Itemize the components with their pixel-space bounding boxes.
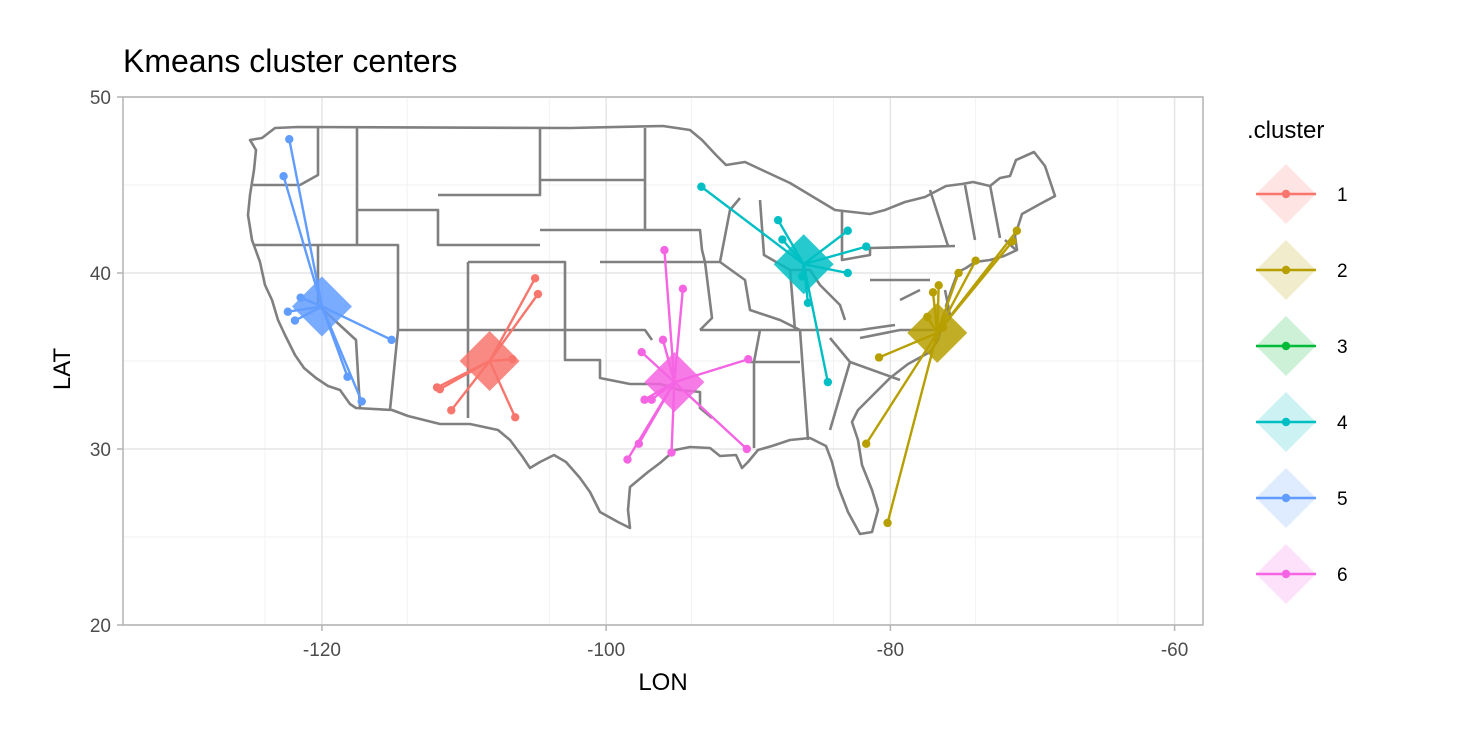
y-axis-label: LAT <box>49 348 76 391</box>
cluster-5-center <box>291 276 352 337</box>
cluster-6-point <box>623 455 632 464</box>
cluster-6-point <box>640 395 649 404</box>
legend-key-point <box>1281 265 1291 275</box>
legend-key-point <box>1281 569 1291 579</box>
cluster-1-point <box>511 413 520 422</box>
cluster-4-point <box>778 235 787 244</box>
legend-label: 1 <box>1337 185 1348 206</box>
x-tick-label: -60 <box>1161 640 1188 661</box>
legend-key-point <box>1281 493 1291 503</box>
cluster-2-edge <box>865 332 939 445</box>
cluster-2-point <box>934 281 943 290</box>
cluster-points <box>279 135 1022 528</box>
legend-label: 2 <box>1337 261 1348 282</box>
cluster-5-point <box>285 135 294 144</box>
cluster-2-point <box>954 268 963 278</box>
cluster-1-point <box>533 289 543 299</box>
cluster-1-point <box>447 406 456 415</box>
legend-item-1: 1 <box>1256 164 1348 224</box>
y-tick-label: 20 <box>90 616 111 637</box>
cluster-4-point <box>862 242 871 251</box>
cluster-4-center <box>773 234 834 295</box>
y-axis-ticks: 20 30 40 50 <box>90 88 123 637</box>
cluster-6-point <box>678 284 688 294</box>
y-tick-label: 40 <box>90 264 111 285</box>
legend-label: 4 <box>1337 413 1348 434</box>
cluster-2-point <box>1012 226 1022 235</box>
cluster-5-point <box>290 316 300 325</box>
y-tick-label: 50 <box>90 88 111 109</box>
cluster-5-point <box>283 307 293 316</box>
cluster-6-point <box>637 348 646 357</box>
legend-item-2: 2 <box>1256 240 1348 300</box>
cluster-2-point <box>928 288 938 297</box>
cluster-2-center <box>907 302 968 363</box>
legend-key-point <box>1281 417 1291 427</box>
cluster-4-point <box>843 268 852 278</box>
cluster-5-point <box>343 372 352 382</box>
cluster-6-point <box>660 245 669 255</box>
x-tick-label: -100 <box>587 640 625 661</box>
cluster-1-center <box>459 331 520 391</box>
cluster-1-point <box>530 274 540 283</box>
cluster-6-point <box>634 439 644 448</box>
cluster-2-edge <box>886 332 939 524</box>
cluster-5-point <box>357 397 366 406</box>
legend-item-5: 5 <box>1256 468 1348 528</box>
cluster-5-point <box>279 172 288 181</box>
legend-label: 3 <box>1337 337 1348 358</box>
cluster-centers <box>291 234 968 413</box>
cluster-6-point <box>744 355 753 364</box>
legend-key-point <box>1281 189 1291 199</box>
y-tick-label: 30 <box>90 440 111 461</box>
chart-title: Kmeans cluster centers <box>123 43 457 79</box>
panel-border <box>122 96 1204 626</box>
cluster-6-point <box>658 335 668 345</box>
cluster-6-point <box>647 395 656 404</box>
cluster-6-point <box>667 448 676 457</box>
cluster-5-point <box>387 335 396 345</box>
legend-label: 5 <box>1337 489 1348 510</box>
legend-item-6: 6 <box>1256 544 1348 604</box>
cluster-4-point <box>697 182 706 191</box>
x-axis-label: LON <box>638 669 687 696</box>
x-tick-label: -120 <box>303 640 341 661</box>
cluster-4-point <box>773 216 783 225</box>
cluster-2-point <box>862 439 871 448</box>
cluster-4-point <box>843 226 852 235</box>
cluster-6-center <box>644 352 705 413</box>
x-axis-ticks: -120 -100 -80 -60 <box>303 625 1188 661</box>
cluster-4-point <box>803 298 813 308</box>
x-tick-label: -80 <box>877 640 904 661</box>
cluster-1-point <box>435 384 445 394</box>
cluster-6-point <box>742 444 752 454</box>
legend-item-3: 3 <box>1256 316 1348 376</box>
state-borders <box>253 128 1017 448</box>
legend-item-4: 4 <box>1256 392 1348 452</box>
legend-label: 6 <box>1337 565 1348 586</box>
cluster-2-point <box>1008 237 1017 246</box>
us-states-basemap <box>246 124 1057 536</box>
cluster-2-point <box>874 353 884 362</box>
cluster-2-point <box>883 518 892 528</box>
cluster-5-edge <box>288 139 324 307</box>
legend: .cluster 1 2 3 4 5 6 <box>1247 117 1348 604</box>
cluster-4-point <box>823 377 833 387</box>
plot-panel <box>122 96 1204 626</box>
legend-title: .cluster <box>1247 117 1324 144</box>
cluster-2-point <box>971 256 980 265</box>
us-outline <box>246 124 1057 536</box>
legend-key-point <box>1281 341 1291 351</box>
